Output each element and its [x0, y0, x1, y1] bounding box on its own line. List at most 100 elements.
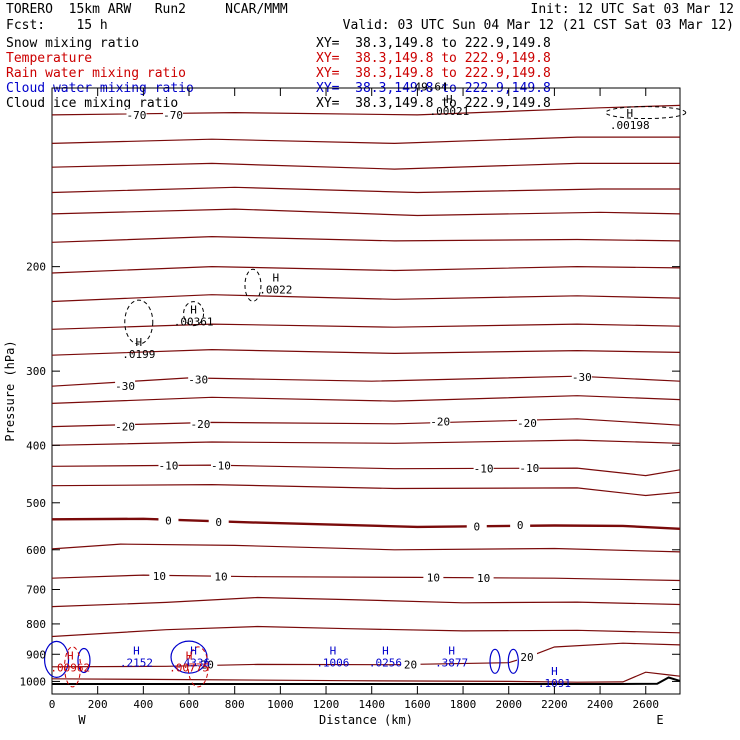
temperature-contour	[51, 375, 681, 387]
maximum-marker: H	[190, 644, 197, 657]
snow-mixing-contour	[124, 299, 154, 345]
maximum-value-label: .4336	[177, 656, 210, 669]
contour-value-label: 49.64	[415, 81, 448, 94]
temperature-contour-label: -10	[211, 460, 231, 473]
temperature-contour-label: -70	[163, 109, 183, 122]
maximum-marker: H	[626, 107, 633, 120]
maximum-marker: H	[272, 272, 279, 285]
contour-label-bg	[519, 462, 540, 474]
x-tick-label: 2600	[632, 698, 659, 711]
x-tick-label: 400	[133, 698, 153, 711]
y-tick-label: 800	[26, 618, 46, 631]
temperature-contour-label: -10	[519, 462, 539, 475]
x-tick-label: 200	[88, 698, 108, 711]
maximum-marker: H	[330, 644, 337, 657]
temperature-contour	[51, 596, 681, 608]
temperature-contour-label: 10	[477, 572, 490, 585]
x-tick-label: 0	[49, 698, 56, 711]
temperature-contour	[51, 395, 681, 404]
y-tick-label: 400	[26, 439, 46, 452]
contour-label-bg	[197, 658, 218, 670]
contour-label-bg	[149, 569, 170, 581]
legend-field-label: Cloud ice mixing ratio	[6, 96, 179, 111]
legend-field-label: Rain water mixing ratio	[6, 66, 187, 81]
contour-label-bg	[158, 459, 179, 471]
x-tick-label: 600	[179, 698, 199, 711]
temperature-contour-label: -10	[474, 463, 494, 476]
model-run-label: TORERO 15km ARW Run2 NCAR/MMM	[6, 2, 288, 17]
temperature-contour	[51, 517, 681, 530]
contour-label-bg	[188, 373, 209, 385]
x-tick-label: 2200	[541, 698, 568, 711]
temperature-contour	[51, 543, 681, 553]
maximum-marker: H	[448, 644, 455, 657]
maximum-marker: H	[382, 644, 389, 657]
contour-label-bg	[423, 571, 444, 583]
temperature-contour-label: 10	[427, 571, 440, 584]
maximum-value-label: .1091	[538, 677, 571, 690]
y-tick-label: 200	[26, 261, 46, 274]
contour-label-bg	[158, 514, 179, 526]
temperature-contour-label: 0	[215, 516, 222, 529]
temperature-contour	[51, 323, 681, 330]
cloud-water-contour	[77, 647, 91, 674]
y-tick-label: 600	[26, 544, 46, 557]
temperature-contour	[51, 136, 680, 145]
contour-label-bg	[190, 417, 211, 429]
temperature-contour	[51, 464, 681, 477]
contour-label-bg	[163, 108, 184, 120]
temperature-contour-label: -20	[430, 416, 450, 429]
temperature-contour	[51, 162, 680, 170]
maximum-marker: H	[67, 649, 74, 662]
snow-mixing-contour	[183, 301, 205, 327]
maximum-value-label: .3877	[435, 656, 468, 669]
contour-label-bg	[516, 651, 537, 663]
temperature-contour-label: 0	[517, 519, 524, 532]
plot-frame	[51, 87, 681, 695]
x-tick-label: 1600	[404, 698, 431, 711]
contour-label-bg	[510, 518, 531, 530]
temperature-contour	[51, 625, 681, 638]
contour-label-bg	[516, 417, 537, 429]
legend-section-coords: XY= 38.3,149.8 to 222.9,149.8	[316, 51, 551, 66]
legend-field-label: Temperature	[6, 51, 93, 66]
temperature-contour	[51, 574, 681, 582]
valid-time-label: Valid: 03 UTC Sun 04 Mar 12 (21 CST Sat …	[342, 18, 734, 33]
temperature-contour-label: 20	[404, 658, 417, 671]
x-tick-label: 1800	[450, 698, 477, 711]
contour-label-bg	[210, 459, 231, 471]
rain-water-contour	[187, 646, 209, 688]
temperature-contour-label: -20	[115, 421, 135, 434]
temperature-contour-label: 10	[153, 570, 166, 583]
maximum-value-label: .0199	[122, 348, 155, 361]
contour-label-bg	[473, 571, 494, 583]
maximum-value-label: .00775	[169, 661, 209, 674]
west-end-label: W	[78, 713, 86, 727]
rain-water-contour	[64, 646, 82, 688]
x-axis-title: Distance (km)	[319, 713, 413, 727]
temperature-contour-label: 20	[520, 651, 533, 664]
maximum-marker: H	[135, 336, 142, 349]
x-tick-label: 1000	[267, 698, 294, 711]
contour-label-bg	[126, 108, 147, 120]
maximum-value-label: .0022	[259, 284, 292, 297]
maximum-marker: H	[551, 665, 558, 678]
contour-label-bg	[210, 570, 231, 582]
temperature-contour	[51, 235, 681, 243]
legend-field-label: Snow mixing ratio	[6, 36, 140, 51]
temperature-contour-label: 0	[165, 515, 172, 528]
maximum-marker: H	[190, 304, 197, 317]
cloud-water-contour	[489, 648, 501, 674]
temperature-contour-label: -30	[115, 380, 135, 393]
maximum-value-label: .00361	[174, 316, 214, 329]
temperature-contour-label: -20	[190, 418, 210, 431]
y-tick-label: 500	[26, 497, 46, 510]
legend-section-coords: XY= 38.3,149.8 to 222.9,149.8	[316, 96, 551, 111]
contour-label-bg	[400, 658, 421, 670]
east-end-label: E	[656, 713, 663, 727]
contour-label-bg	[466, 520, 487, 532]
maximum-marker: H	[133, 644, 140, 657]
forecast-hour-label: Fcst: 15 h	[6, 18, 108, 33]
temperature-contour	[51, 294, 681, 303]
temperature-contour-label: -20	[517, 417, 537, 430]
